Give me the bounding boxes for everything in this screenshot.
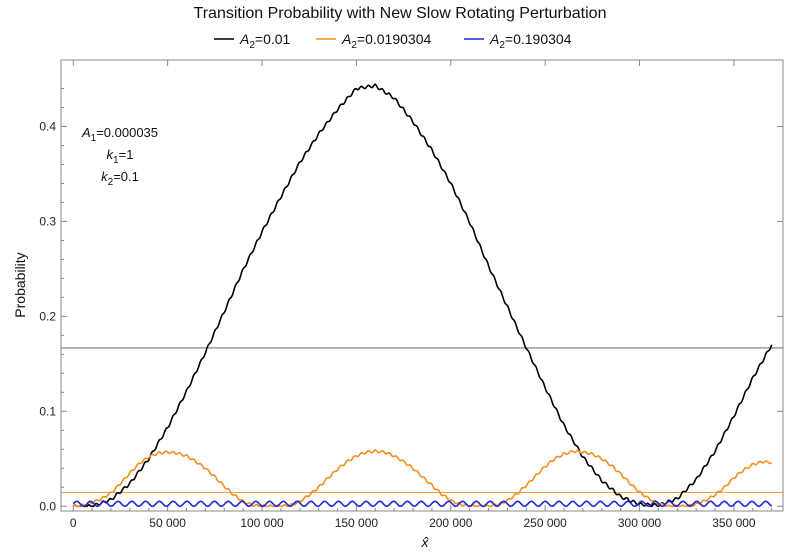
x-tick-label: 0 [70, 516, 77, 530]
series-line-2 [72, 449, 773, 508]
chart-legend: A2=0.01 A2=0.0190304 A2=0.190304 [214, 31, 572, 51]
y-tick-label: 0.1 [39, 404, 56, 418]
annotation-k2-subscript: 2 [108, 177, 114, 188]
annotation-a1-value: =0.000035 [96, 125, 158, 140]
reference-lines [61, 347, 783, 493]
x-axis-label: x̂ [421, 534, 430, 550]
y-tick-label: 0.4 [39, 119, 56, 133]
legend-label-2: A2=0.0190304 [341, 31, 431, 51]
y-tick-label: 0.2 [39, 309, 56, 323]
annotation-k1-symbol: k [107, 147, 115, 162]
legend-label-3: A2=0.190304 [489, 31, 572, 51]
legend-label-1-value: =0.01 [255, 31, 291, 47]
legend-label-1-subscript: 2 [249, 40, 255, 51]
legend-label-2-value: =0.0190304 [357, 31, 432, 47]
plot-frame [60, 59, 784, 512]
annotation-a1: A1=0.000035 [81, 125, 158, 144]
legend-label-3-symbol: A [489, 31, 499, 47]
x-tick-label: 350 000 [712, 516, 756, 530]
legend-label-2-subscript: 2 [351, 40, 357, 51]
annotation-k2-symbol: k [101, 169, 109, 184]
series-line-3 [72, 500, 773, 508]
x-tick-label: 250 000 [523, 516, 567, 530]
series-group [72, 83, 773, 508]
y-tick-label: 0.3 [39, 214, 56, 228]
y-axis-label: Probability [12, 252, 28, 317]
chart-title: Transition Probability with New Slow Rot… [194, 5, 607, 22]
legend-label-2-symbol: A [341, 31, 351, 47]
annotation-k1: k1=1 [107, 147, 134, 166]
x-tick-label: 150 000 [335, 516, 379, 530]
x-tick-label: 200 000 [429, 516, 473, 530]
legend-label-1: A2=0.01 [239, 31, 291, 51]
legend-label-3-value: =0.190304 [505, 31, 572, 47]
x-tick-label: 100 000 [240, 516, 284, 530]
annotation-k1-subscript: 1 [113, 155, 119, 166]
annotation-a1-subscript: 1 [91, 133, 97, 144]
x-tick-label: 300 000 [618, 516, 662, 530]
legend-label-1-symbol: A [239, 31, 249, 47]
annotation-a1-symbol: A [81, 125, 91, 140]
annotation-k2: k2=0.1 [101, 169, 139, 188]
y-axis: 0.0 0.1 0.2 0.3 0.4 [39, 87, 783, 513]
series-line-1 [72, 83, 773, 508]
annotation-k1-value: =1 [119, 147, 134, 162]
annotation-k2-value: =0.1 [113, 169, 139, 184]
x-tick-label: 50 000 [149, 516, 186, 530]
legend-label-3-subscript: 2 [499, 40, 505, 51]
x-axis: 0 50 000 100 000 150 000 200 000 250 000 300 0… [70, 60, 773, 530]
y-tick-label: 0.0 [39, 499, 56, 513]
